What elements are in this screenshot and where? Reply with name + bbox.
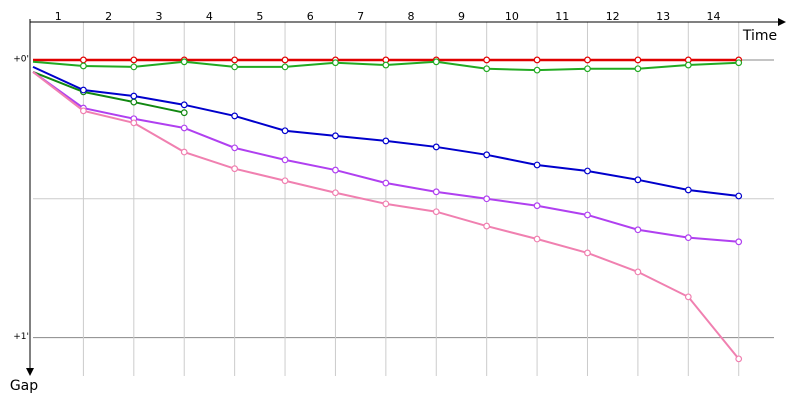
point — [332, 166, 339, 174]
point — [382, 137, 390, 145]
point — [231, 144, 239, 152]
point — [735, 355, 743, 363]
point — [584, 56, 591, 64]
point — [281, 177, 289, 185]
x-tick-label: 8 — [408, 10, 415, 23]
x-tick-label: 4 — [206, 10, 213, 23]
point — [382, 200, 390, 208]
point — [584, 249, 591, 257]
y-axis-arrow — [26, 368, 34, 376]
x-tick-label: 10 — [505, 10, 519, 23]
point — [80, 86, 87, 94]
point — [231, 56, 239, 64]
point — [130, 92, 138, 100]
point — [332, 189, 339, 197]
point — [684, 234, 692, 242]
point — [634, 268, 642, 276]
point — [130, 98, 138, 106]
x-axis-arrow — [778, 18, 786, 26]
x-tick-label: 13 — [656, 10, 670, 23]
point — [533, 66, 541, 74]
y-axis-title: Gap — [10, 378, 38, 394]
point — [533, 202, 541, 210]
point — [735, 238, 743, 246]
x-tick-label: 14 — [707, 10, 721, 23]
point — [584, 167, 591, 175]
y-tick-label: +1' — [13, 332, 29, 342]
series-line — [32, 71, 185, 114]
point — [432, 208, 440, 216]
x-tick-label: 11 — [555, 10, 569, 23]
x-tick-label: 5 — [256, 10, 263, 23]
point — [382, 179, 390, 187]
x-tick-label: 3 — [156, 10, 163, 23]
point — [483, 195, 491, 203]
point — [180, 148, 188, 156]
point — [80, 62, 87, 70]
x-tick-label: 9 — [458, 10, 465, 23]
point — [684, 186, 692, 194]
x-tick-label: 1 — [55, 10, 62, 23]
point — [634, 176, 642, 184]
point — [533, 161, 541, 169]
point — [432, 58, 440, 66]
point — [483, 151, 491, 159]
point — [80, 56, 87, 64]
point — [231, 112, 239, 120]
point — [634, 226, 642, 234]
point — [130, 119, 138, 127]
point — [483, 222, 491, 230]
point — [735, 192, 743, 200]
point — [382, 61, 390, 69]
point — [483, 56, 491, 64]
point — [281, 56, 289, 64]
point — [533, 56, 541, 64]
y-tick-label: +0' — [13, 54, 29, 64]
point — [533, 235, 541, 243]
x-tick-label: 6 — [307, 10, 314, 23]
point — [432, 188, 440, 196]
point — [634, 65, 642, 73]
point — [180, 124, 188, 132]
point — [180, 101, 188, 109]
point — [332, 59, 339, 67]
point — [483, 65, 491, 73]
point — [332, 132, 339, 140]
point — [231, 63, 239, 71]
point — [684, 293, 692, 301]
point — [281, 63, 289, 71]
point — [231, 165, 239, 173]
point — [180, 58, 188, 66]
point — [432, 143, 440, 151]
point — [130, 56, 138, 64]
point — [584, 211, 591, 219]
x-tick-label: 12 — [606, 10, 620, 23]
point — [180, 109, 188, 117]
point — [735, 59, 743, 67]
x-tick-label: 7 — [357, 10, 364, 23]
point — [634, 56, 642, 64]
point — [684, 61, 692, 69]
x-tick-label: 2 — [105, 10, 112, 23]
point — [80, 107, 87, 115]
x-axis-title: Time — [742, 28, 777, 44]
point — [584, 65, 591, 73]
point — [281, 127, 289, 135]
point — [281, 156, 289, 164]
point — [130, 63, 138, 71]
